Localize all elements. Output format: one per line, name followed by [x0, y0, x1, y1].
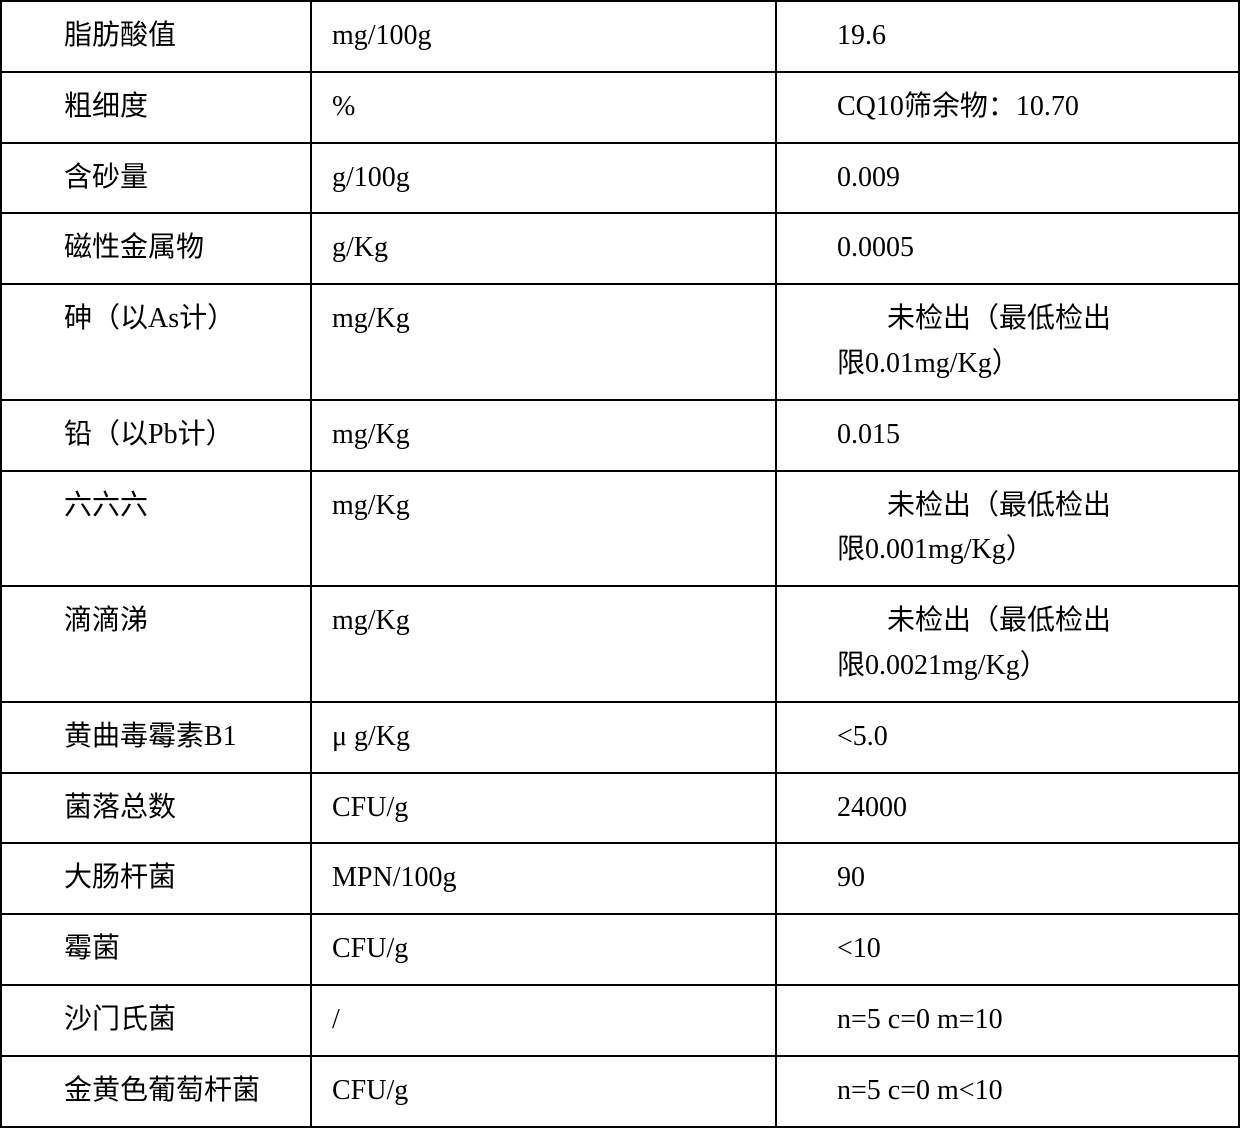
cell-unit: mg/Kg — [311, 400, 776, 471]
data-table: 脂肪酸值 mg/100g 19.6 粗细度 % CQ10筛余物：10.70 含砂… — [0, 0, 1240, 1128]
table-row: 大肠杆菌 MPN/100g 90 — [1, 843, 1239, 914]
cell-param: 黄曲毒霉素B1 — [1, 702, 311, 773]
table-row: 沙门氏菌 / n=5 c=0 m=10 — [1, 985, 1239, 1056]
cell-value: CQ10筛余物：10.70 — [776, 72, 1239, 143]
cell-param: 磁性金属物 — [1, 213, 311, 284]
cell-value: <5.0 — [776, 702, 1239, 773]
cell-unit: mg/Kg — [311, 284, 776, 400]
cell-value: 0.0005 — [776, 213, 1239, 284]
cell-unit: / — [311, 985, 776, 1056]
cell-value: 未检出（最低检出 限0.0021mg/Kg） — [776, 586, 1239, 702]
cell-value-line1: 未检出（最低检出 — [837, 599, 1230, 644]
table-row: 粗细度 % CQ10筛余物：10.70 — [1, 72, 1239, 143]
cell-param: 六六六 — [1, 471, 311, 587]
cell-param: 粗细度 — [1, 72, 311, 143]
cell-value: 90 — [776, 843, 1239, 914]
table-row: 滴滴涕 mg/Kg 未检出（最低检出 限0.0021mg/Kg） — [1, 586, 1239, 702]
cell-param: 霉菌 — [1, 914, 311, 985]
table-row: 菌落总数 CFU/g 24000 — [1, 773, 1239, 844]
table-row: 金黄色葡萄杆菌 CFU/g n=5 c=0 m<10 — [1, 1056, 1239, 1127]
cell-unit: mg/Kg — [311, 471, 776, 587]
cell-unit: CFU/g — [311, 773, 776, 844]
cell-value: 未检出（最低检出 限0.01mg/Kg） — [776, 284, 1239, 400]
cell-unit: g/100g — [311, 143, 776, 214]
cell-param: 铅（以Pb计） — [1, 400, 311, 471]
table-row: 六六六 mg/Kg 未检出（最低检出 限0.001mg/Kg） — [1, 471, 1239, 587]
cell-value-line2: 限0.001mg/Kg） — [837, 528, 1230, 573]
cell-value: <10 — [776, 914, 1239, 985]
cell-unit: % — [311, 72, 776, 143]
cell-param: 大肠杆菌 — [1, 843, 311, 914]
cell-unit: CFU/g — [311, 914, 776, 985]
cell-param: 滴滴涕 — [1, 586, 311, 702]
cell-value-line1: 未检出（最低检出 — [837, 484, 1230, 529]
table-row: 霉菌 CFU/g <10 — [1, 914, 1239, 985]
cell-value: 24000 — [776, 773, 1239, 844]
cell-value: n=5 c=0 m=10 — [776, 985, 1239, 1056]
cell-param: 金黄色葡萄杆菌 — [1, 1056, 311, 1127]
cell-param: 菌落总数 — [1, 773, 311, 844]
table-row: 脂肪酸值 mg/100g 19.6 — [1, 1, 1239, 72]
cell-value-line1: 未检出（最低检出 — [837, 297, 1230, 342]
cell-value: 0.015 — [776, 400, 1239, 471]
cell-value: 19.6 — [776, 1, 1239, 72]
cell-param: 砷（以As计） — [1, 284, 311, 400]
cell-unit: mg/100g — [311, 1, 776, 72]
cell-unit: μ g/Kg — [311, 702, 776, 773]
cell-unit: MPN/100g — [311, 843, 776, 914]
cell-unit: mg/Kg — [311, 586, 776, 702]
cell-unit: g/Kg — [311, 213, 776, 284]
cell-value-line2: 限0.0021mg/Kg） — [837, 644, 1230, 689]
table-row: 含砂量 g/100g 0.009 — [1, 143, 1239, 214]
table-row: 砷（以As计） mg/Kg 未检出（最低检出 限0.01mg/Kg） — [1, 284, 1239, 400]
table-row: 磁性金属物 g/Kg 0.0005 — [1, 213, 1239, 284]
table-row: 黄曲毒霉素B1 μ g/Kg <5.0 — [1, 702, 1239, 773]
cell-param: 沙门氏菌 — [1, 985, 311, 1056]
table-row: 铅（以Pb计） mg/Kg 0.015 — [1, 400, 1239, 471]
cell-value: 未检出（最低检出 限0.001mg/Kg） — [776, 471, 1239, 587]
cell-param: 含砂量 — [1, 143, 311, 214]
cell-value-line2: 限0.01mg/Kg） — [837, 342, 1230, 387]
data-table-container: 脂肪酸值 mg/100g 19.6 粗细度 % CQ10筛余物：10.70 含砂… — [0, 0, 1240, 1128]
cell-unit: CFU/g — [311, 1056, 776, 1127]
cell-value: n=5 c=0 m<10 — [776, 1056, 1239, 1127]
cell-value: 0.009 — [776, 143, 1239, 214]
cell-param: 脂肪酸值 — [1, 1, 311, 72]
